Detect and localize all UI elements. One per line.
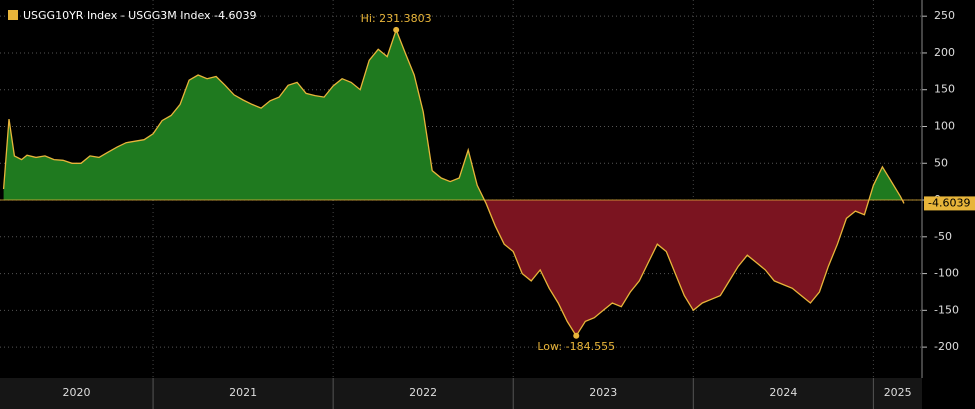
low-marker — [573, 332, 580, 339]
y-tick-label: -150 — [934, 303, 959, 316]
y-tick-label: 150 — [934, 83, 955, 96]
last-value-label: -4.6039 — [928, 196, 970, 209]
line — [2, 28, 905, 338]
x-axis-band — [0, 378, 922, 409]
y-tick-label: -50 — [934, 230, 952, 243]
y-tick-label: 200 — [934, 46, 955, 59]
x-tick-label: 2020 — [63, 386, 91, 399]
x-tick-label: 2025 — [884, 386, 912, 399]
legend-label: USGG10YR Index - USGG3M Index -4.6039 — [23, 9, 257, 22]
high-label: Hi: 231.3803 — [361, 12, 432, 25]
legend: USGG10YR Index - USGG3M Index -4.6039 — [8, 9, 257, 22]
y-tick-label: 250 — [934, 9, 955, 22]
high-marker — [393, 26, 400, 33]
y-tick-label: -100 — [934, 267, 959, 280]
x-tick-label: 2022 — [409, 386, 437, 399]
axes: 250200150100500-50-100-150-2002020202120… — [63, 0, 975, 409]
low-label: Low: -184.555 — [537, 340, 615, 353]
y-tick-label: 50 — [934, 156, 948, 169]
x-tick-label: 2024 — [769, 386, 797, 399]
x-tick-label: 2021 — [229, 386, 257, 399]
legend-swatch — [8, 10, 18, 20]
y-tick-label: 100 — [934, 119, 955, 132]
last-value-box — [924, 196, 975, 211]
marks — [0, 28, 922, 338]
y-tick-label: -200 — [934, 340, 959, 353]
area-negative — [484, 200, 904, 336]
x-tick-label: 2023 — [589, 386, 617, 399]
area-positive — [3, 29, 904, 201]
